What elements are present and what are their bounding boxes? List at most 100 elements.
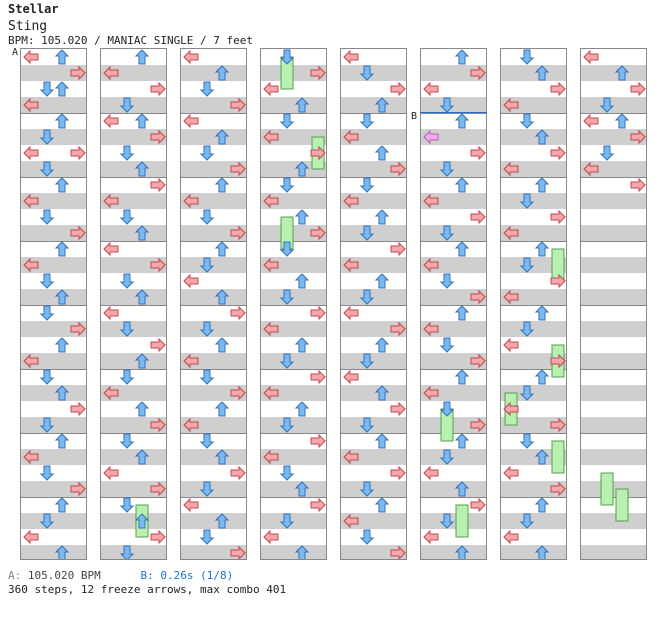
step-arrow-down <box>439 273 455 289</box>
step-arrow-left <box>343 513 359 529</box>
step-arrow-left <box>503 529 519 545</box>
beat-stripe <box>421 353 486 369</box>
step-arrow-up <box>534 129 550 145</box>
step-arrow-down <box>279 353 295 369</box>
beat-stripe <box>21 129 86 145</box>
beat-stripe <box>581 417 646 433</box>
step-arrow-right <box>310 65 326 81</box>
step-arrow-down <box>359 289 375 305</box>
beat-stripe <box>341 513 406 529</box>
measure-line <box>261 177 326 178</box>
measure-line <box>581 433 646 434</box>
measure-line <box>501 113 566 114</box>
step-arrow-right <box>470 353 486 369</box>
chart-column <box>420 48 487 560</box>
step-arrow-up <box>374 497 390 513</box>
step-arrow-up <box>54 241 70 257</box>
step-arrow-left <box>343 305 359 321</box>
step-arrow-down <box>39 513 55 529</box>
step-arrow-left <box>23 193 39 209</box>
beat-stripe <box>341 385 406 401</box>
beat-stripe <box>341 193 406 209</box>
step-arrow-left <box>263 129 279 145</box>
beat-stripe <box>581 97 646 113</box>
beat-stripe <box>181 225 246 241</box>
step-arrow-right <box>310 433 326 449</box>
beat-stripe <box>421 545 486 559</box>
step-arrow-up <box>54 289 70 305</box>
step-arrow-left <box>183 49 199 65</box>
step-arrow-right <box>150 417 166 433</box>
step-arrow-left <box>103 113 119 129</box>
step-arrow-up <box>134 49 150 65</box>
step-arrow-down <box>119 145 135 161</box>
beat-stripe <box>341 417 406 433</box>
beat-stripe <box>421 225 486 241</box>
beat-stripe <box>261 161 326 177</box>
measure-line <box>21 433 86 434</box>
beat-stripe <box>501 353 566 369</box>
beat-stripe <box>501 449 566 465</box>
step-arrow-down <box>199 257 215 273</box>
beat-stripe <box>181 513 246 529</box>
song-info: BPM: 105.020 / MANIAC SINGLE / 7 feet <box>8 34 254 47</box>
step-arrow-down <box>119 369 135 385</box>
beat-stripe <box>21 449 86 465</box>
beat-stripe <box>181 193 246 209</box>
measure-line <box>261 433 326 434</box>
beat-stripe <box>21 513 86 529</box>
step-arrow-up <box>534 241 550 257</box>
measure-line <box>21 241 86 242</box>
step-arrow-down <box>199 529 215 545</box>
beat-stripe <box>341 449 406 465</box>
step-arrow-down <box>359 177 375 193</box>
step-arrow-down <box>599 145 615 161</box>
step-arrow-down <box>359 225 375 241</box>
step-arrow-left <box>263 385 279 401</box>
beat-stripe <box>261 321 326 337</box>
beat-stripe <box>581 225 646 241</box>
step-arrow-left <box>423 129 439 145</box>
notes-layer <box>503 49 566 559</box>
step-arrow-down <box>279 465 295 481</box>
beat-stripe <box>21 257 86 273</box>
step-arrow-left <box>503 161 519 177</box>
beat-stripe <box>501 513 566 529</box>
beat-stripe <box>341 225 406 241</box>
measure-line <box>421 305 486 306</box>
step-arrow-up <box>214 65 230 81</box>
beat-stripe <box>581 513 646 529</box>
step-arrow-right <box>310 305 326 321</box>
measure-line <box>341 497 406 498</box>
beat-stripe <box>581 161 646 177</box>
freeze-arrow <box>551 440 565 474</box>
step-arrow-up <box>534 369 550 385</box>
step-arrow-up <box>374 209 390 225</box>
notes-layer <box>183 49 246 559</box>
step-arrow-left <box>103 385 119 401</box>
step-arrow-right <box>310 497 326 513</box>
beat-stripe <box>101 65 166 81</box>
step-arrow-left <box>263 449 279 465</box>
step-arrow-down <box>39 129 55 145</box>
step-arrow-up <box>134 353 150 369</box>
step-arrow-right <box>470 417 486 433</box>
song-artist: Sting <box>8 19 48 34</box>
step-arrow-down <box>199 369 215 385</box>
step-arrow-down <box>199 209 215 225</box>
beat-stripe <box>21 417 86 433</box>
step-arrow-down <box>119 433 135 449</box>
step-arrow-up <box>294 481 310 497</box>
step-arrow-right <box>550 209 566 225</box>
step-arrow-up <box>374 145 390 161</box>
beat-stripe <box>421 513 486 529</box>
step-arrow-down <box>439 401 455 417</box>
beat-stripe <box>181 257 246 273</box>
measure-line <box>181 369 246 370</box>
beat-stripe <box>341 289 406 305</box>
beat-stripe <box>21 353 86 369</box>
step-arrow-down <box>119 273 135 289</box>
beat-stripe <box>341 257 406 273</box>
beat-stripe <box>501 321 566 337</box>
measure-line <box>21 305 86 306</box>
